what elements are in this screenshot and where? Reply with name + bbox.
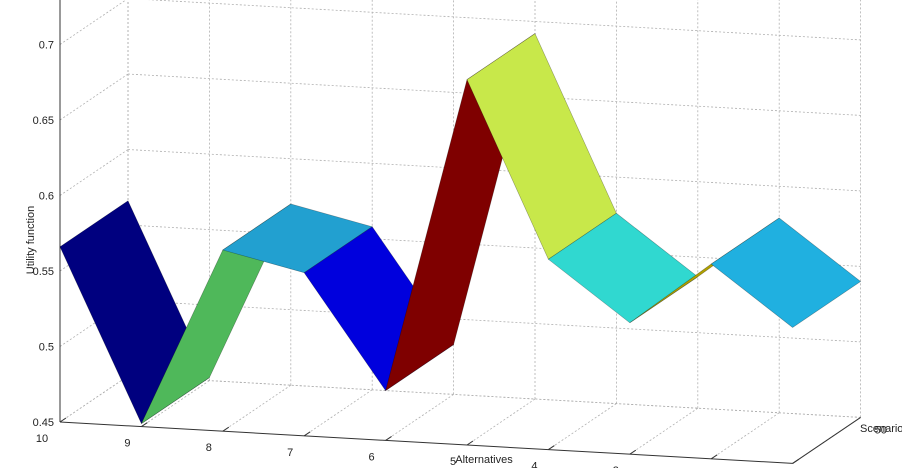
x-tick-mark	[59, 417, 67, 423]
x-tick-label: 4	[531, 461, 537, 468]
grid-line	[466, 398, 536, 446]
z-tick-label: 0.5	[39, 342, 54, 354]
x-tick-mark	[792, 458, 799, 464]
z-tick-label: 0.65	[33, 115, 54, 127]
grid-line	[59, 375, 129, 423]
floor-grid	[59, 375, 861, 464]
x-tick-mark	[385, 435, 392, 441]
grid-line	[629, 407, 699, 455]
surface-strips	[59, 32, 862, 425]
axis-lines	[59, 0, 861, 464]
grid-line	[222, 384, 292, 432]
grid-line	[59, 0, 127, 45]
grid-line	[303, 389, 373, 437]
x-tick-mark	[303, 431, 311, 437]
y-tick-label: 50	[875, 424, 887, 436]
grid-line	[127, 375, 861, 418]
z-tick-label: 0.7	[39, 40, 54, 52]
surface-strip	[710, 217, 862, 328]
z-tick-label: 0.45	[33, 417, 54, 429]
x-tick-label: 5	[450, 456, 456, 468]
x-tick-mark	[629, 449, 637, 455]
x-axis-label: Alternatives	[455, 454, 513, 466]
x-tick-mark	[466, 440, 474, 446]
grid-line	[59, 149, 129, 196]
grid-line	[59, 73, 129, 121]
x-tick-label: 7	[287, 447, 293, 459]
grid-line	[548, 403, 617, 450]
grid-line	[147, 0, 861, 41]
y-axis-line	[792, 416, 861, 464]
x-axis-line	[59, 421, 793, 464]
grid-line	[385, 394, 454, 441]
x-tick-mark	[548, 445, 555, 451]
x-tick-mark	[710, 454, 718, 460]
grid-line	[141, 380, 210, 427]
y-axis-label: Scenarios	[860, 423, 902, 435]
x-tick-label: 8	[206, 442, 212, 454]
x-tick-label: 9	[124, 438, 130, 450]
grid-line	[710, 412, 780, 460]
grid-line	[127, 375, 861, 418]
x-tick-label: 10	[36, 433, 48, 445]
x-tick-mark	[222, 426, 230, 432]
z-axis-label: Utility function	[25, 206, 37, 274]
z-tick-label: 0.55	[33, 266, 54, 278]
x-tick-label: 3	[613, 465, 619, 468]
x-tick-mark	[141, 422, 148, 428]
tick-labels: 0.450.50.550.60.650.710987654321050	[33, 40, 887, 468]
x-tick-label: 6	[369, 451, 375, 463]
z-tick-label: 0.6	[39, 191, 54, 203]
